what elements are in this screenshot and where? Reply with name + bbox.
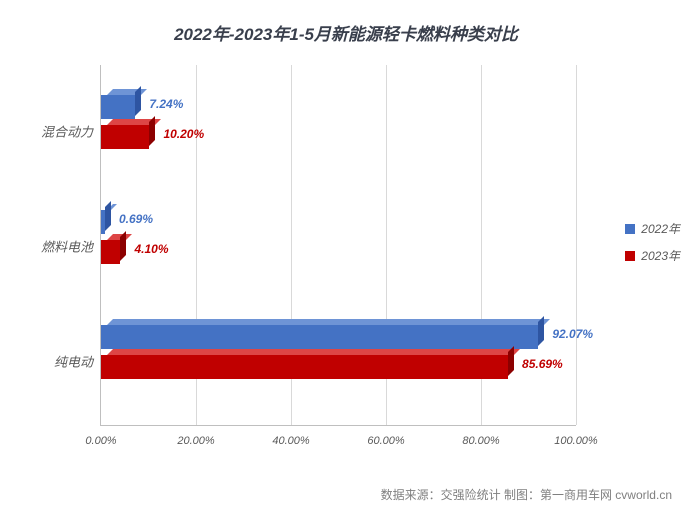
legend-label: 2022年 [641, 220, 680, 237]
bar-2023-hybrid: 10.20% [101, 125, 149, 149]
x-tick: 100.00% [554, 435, 597, 447]
bar-2023-bev: 85.69% [101, 355, 508, 379]
bar-2022-fuelcell: 0.69% [101, 210, 105, 234]
bar-group-hybrid: 混合动力 7.24% 10.20% [101, 95, 576, 167]
bar-label: 85.69% [508, 357, 563, 371]
legend-item-2023: 2023年 [625, 247, 680, 264]
bar-2022-bev: 92.07% [101, 325, 538, 349]
x-tick: 80.00% [462, 435, 499, 447]
legend: 2022年 2023年 [625, 220, 680, 274]
bar-2023-fuelcell: 4.10% [101, 240, 120, 264]
bar-2022-hybrid: 7.24% [101, 95, 135, 119]
bar-group-bev: 纯电动 92.07% 85.69% [101, 325, 576, 397]
y-label: 混合动力 [41, 122, 101, 141]
bar-label: 7.24% [135, 97, 183, 111]
legend-item-2022: 2022年 [625, 220, 680, 237]
bar-label: 0.69% [105, 212, 153, 226]
y-label: 燃料电池 [41, 237, 101, 256]
gridline [576, 65, 577, 425]
y-label: 纯电动 [54, 352, 101, 371]
legend-label: 2023年 [641, 247, 680, 264]
plot-area: 0.00% 20.00% 40.00% 60.00% 80.00% 100.00… [100, 65, 576, 426]
x-tick: 20.00% [177, 435, 214, 447]
x-tick: 0.00% [85, 435, 116, 447]
bar-group-fuelcell: 燃料电池 0.69% 4.10% [101, 210, 576, 282]
x-tick: 60.00% [367, 435, 404, 447]
bar-label: 10.20% [149, 127, 204, 141]
bar-label: 92.07% [538, 327, 593, 341]
chart-title: 2022年-2023年1-5月新能源轻卡燃料种类对比 [0, 20, 692, 45]
source-text: 数据来源：交强险统计 制图：第一商用车网 cvworld.cn [381, 486, 672, 503]
bar-label: 4.10% [120, 242, 168, 256]
x-tick: 40.00% [272, 435, 309, 447]
legend-swatch [625, 224, 635, 234]
legend-swatch [625, 251, 635, 261]
